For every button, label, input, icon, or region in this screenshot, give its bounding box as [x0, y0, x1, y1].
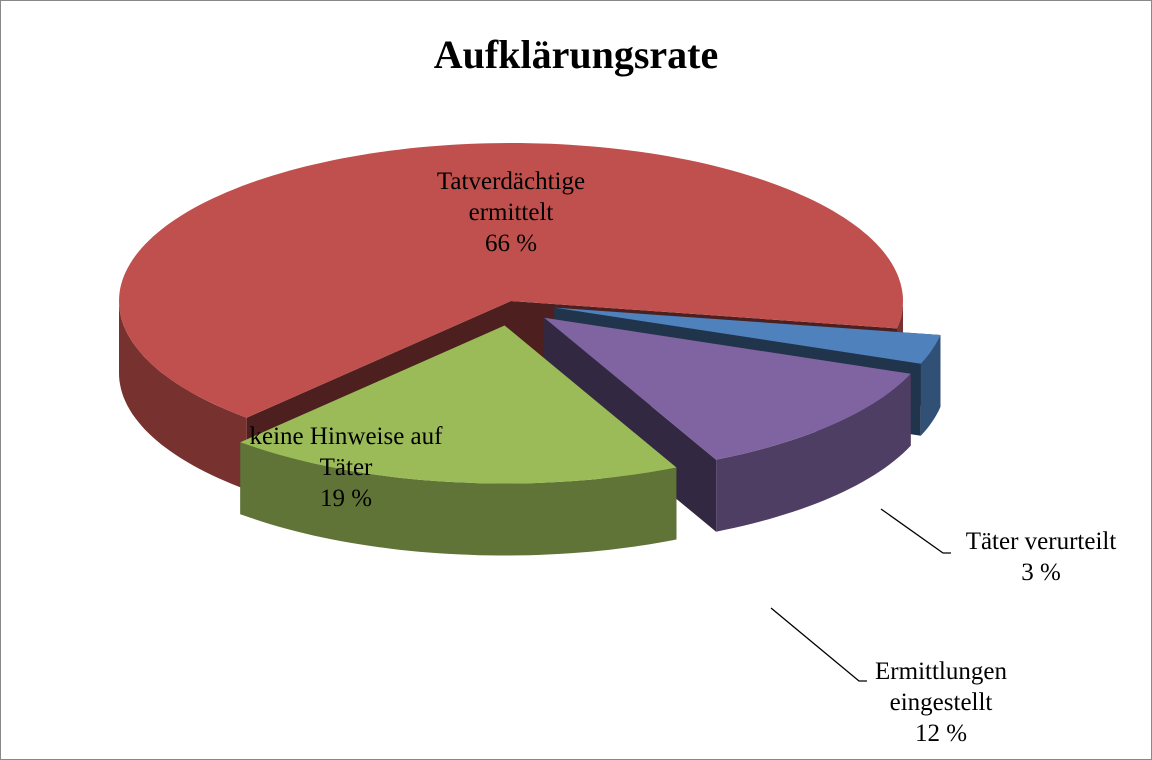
slice	[240, 325, 677, 484]
data-label: Tatverdächtige ermittelt 66 %	[401, 166, 621, 259]
value-label: 3 %	[1021, 559, 1061, 586]
leader-line	[770, 607, 867, 682]
category-label: Täter verurteilt	[965, 528, 1117, 555]
value-label: 66 %	[484, 230, 538, 257]
slice	[544, 317, 911, 460]
category-label: Tatverdächtige ermittelt	[436, 168, 586, 226]
slice	[119, 143, 903, 418]
leader-line	[880, 508, 951, 554]
slice-side	[119, 301, 247, 490]
slice	[554, 307, 941, 364]
data-label: keine Hinweise auf Täter 19 %	[246, 421, 446, 514]
data-label: Täter verurteilt 3 %	[926, 526, 1151, 588]
chart-title: Aufklärungsrate	[433, 32, 719, 77]
category-label: keine Hinweise auf Täter	[249, 423, 443, 481]
value-label: 19 %	[319, 485, 373, 512]
slice-side	[240, 442, 677, 556]
data-label: Ermittlungen eingestellt 12 %	[846, 656, 1036, 749]
value-label: 12 %	[914, 720, 968, 747]
category-label: Ermittlungen eingestellt	[875, 658, 1007, 716]
slice-side	[920, 335, 941, 436]
slice-side	[716, 373, 911, 532]
